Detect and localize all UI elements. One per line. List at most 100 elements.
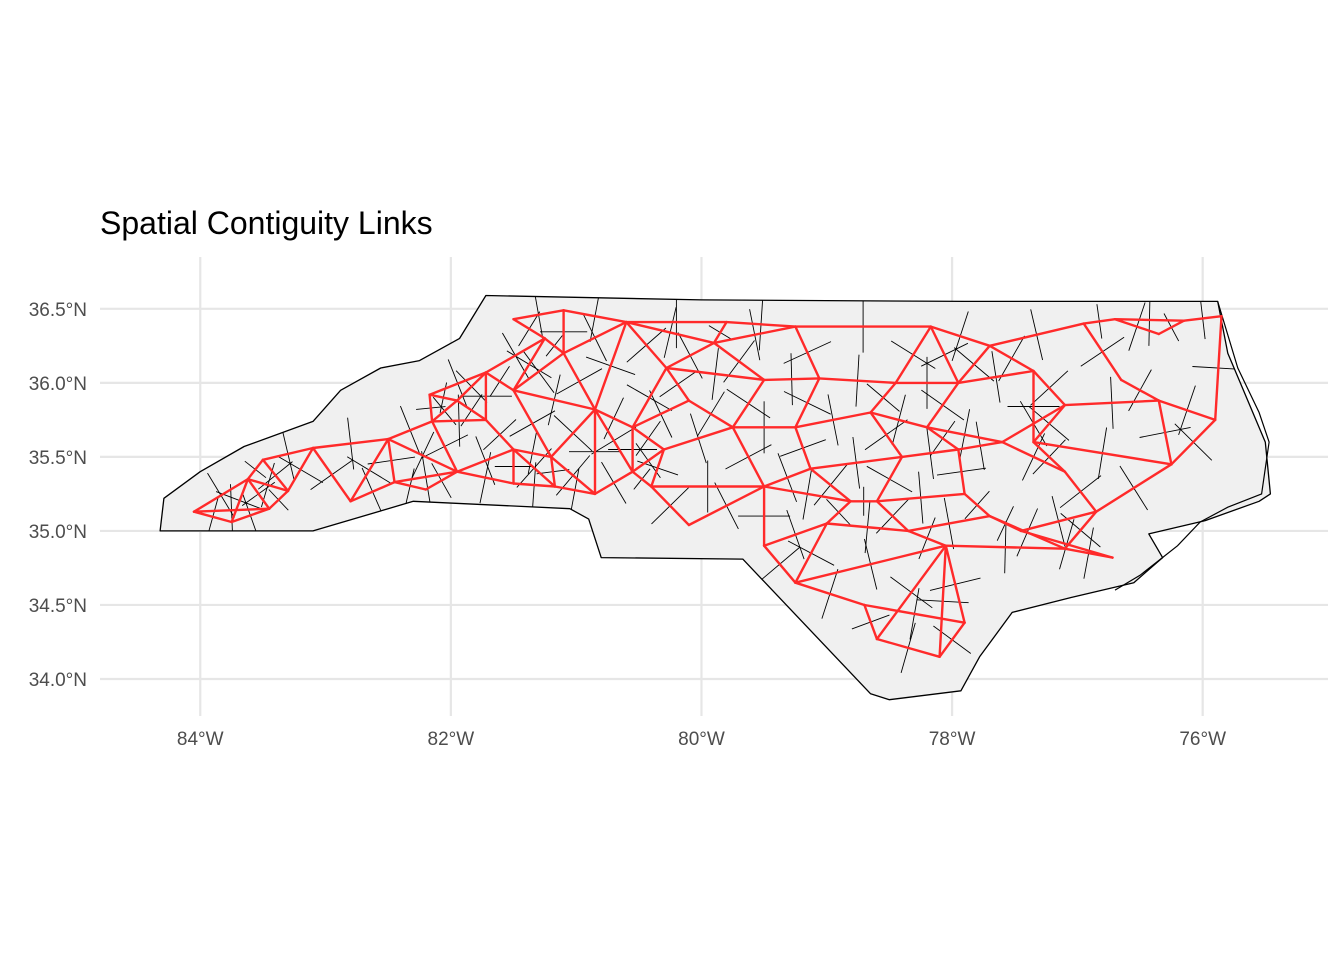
contiguity-link (311, 446, 352, 503)
contiguity-link (894, 325, 932, 385)
contiguity-link (268, 489, 290, 510)
contiguity-link (712, 325, 797, 345)
contiguity-link (349, 480, 396, 503)
contiguity-link (1032, 440, 1173, 466)
contiguity-link (430, 420, 459, 473)
contiguity-link (562, 309, 628, 324)
contiguity-link (900, 448, 960, 459)
contiguity-link (512, 482, 557, 488)
contiguity-link (246, 477, 290, 493)
contiguity-link (512, 309, 565, 321)
y-tick-label: 36.0°N (29, 374, 87, 395)
contiguity-link (1213, 315, 1223, 422)
contiguity-link (1113, 318, 1161, 336)
contiguity-link (907, 514, 991, 533)
contiguity-link (1157, 319, 1186, 336)
contiguity-link (593, 408, 634, 429)
contiguity-link (725, 320, 797, 328)
contiguity-link (957, 369, 1035, 385)
contiguity-link (428, 393, 434, 423)
contiguity-link (907, 529, 947, 547)
contiguity-link (1157, 399, 1217, 422)
contiguity-link (562, 352, 597, 411)
contiguity-link (794, 426, 812, 470)
contiguity-link (512, 337, 546, 392)
contiguity-link (925, 426, 1004, 444)
contiguity-link (1119, 378, 1161, 402)
contiguity-link (929, 325, 960, 385)
contiguity-link (631, 470, 653, 488)
contiguity-link (593, 408, 634, 473)
contiguity-link (875, 544, 947, 641)
contiguity-link (875, 637, 941, 658)
contiguity-link (731, 378, 766, 429)
contiguity-link (192, 507, 271, 513)
contiguity-link (455, 371, 488, 402)
contiguity-link (794, 411, 872, 429)
x-axis: 84°W 82°W 80°W 78°W 76°W (177, 729, 1226, 750)
y-axis: 36.5°N 36.0°N 35.5°N 35.0°N 34.5°N 34.0°N (29, 300, 87, 691)
contiguity-link (393, 480, 427, 491)
contiguity-link (1032, 403, 1067, 444)
contiguity-link (869, 381, 897, 414)
contiguity-link (925, 381, 960, 429)
contiguity-link (512, 352, 565, 392)
y-tick-label: 35.0°N (29, 522, 87, 543)
contiguity-link (944, 544, 1067, 550)
contiguity-link (631, 426, 666, 451)
contiguity-link (825, 522, 910, 533)
contiguity-link (665, 341, 716, 370)
contiguity-link (869, 411, 929, 429)
contiguity-link (957, 344, 991, 385)
x-tick-label: 82°W (428, 729, 475, 750)
contiguity-link (963, 492, 991, 518)
contiguity-link (261, 458, 290, 493)
x-tick-label: 76°W (1179, 729, 1226, 750)
x-tick-label: 84°W (177, 729, 224, 750)
contiguity-link (593, 320, 628, 411)
contiguity-link (430, 399, 459, 423)
contiguity-link (1157, 399, 1173, 466)
contiguity-link (925, 426, 960, 451)
contiguity-link (687, 399, 734, 429)
contiguity-link (549, 408, 597, 459)
contiguity-link (230, 507, 271, 524)
contiguity-link (484, 371, 515, 392)
contiguity-link (1019, 529, 1114, 559)
contiguity-link (428, 393, 459, 402)
contiguity-link (192, 477, 250, 513)
contiguity-link (549, 455, 557, 488)
contiguity-link (1113, 318, 1186, 322)
contiguity-link (794, 377, 821, 429)
contiguity-link (261, 446, 315, 461)
contiguity-link (988, 322, 1085, 347)
contiguity-link (246, 477, 271, 510)
contiguity-link (387, 437, 459, 473)
contiguity-link (1094, 463, 1173, 513)
contiguity-link (762, 377, 821, 382)
contiguity-link (387, 437, 396, 484)
contiguity-link (631, 448, 666, 473)
chart-title: Spatial Contiguity Links (100, 205, 433, 241)
contiguity-link (809, 467, 852, 503)
contiguity-link (650, 448, 666, 488)
contiguity-link (387, 420, 434, 441)
contiguity-link (562, 320, 628, 355)
contiguity-link (988, 344, 1035, 373)
contiguity-link (809, 455, 904, 470)
contiguity-link (230, 477, 250, 524)
contiguity-link (1019, 510, 1098, 533)
contiguity-link (794, 544, 947, 584)
x-tick-label: 80°W (678, 729, 725, 750)
contiguity-link (1082, 318, 1117, 325)
contiguity-link (863, 603, 966, 624)
contiguity-link (957, 440, 1004, 451)
contiguity-link (938, 544, 947, 658)
contiguity-link (553, 485, 597, 496)
contiguity-link (484, 418, 515, 451)
contiguity-link (631, 399, 691, 429)
contiguity-link (929, 325, 991, 347)
contiguity-link (1063, 399, 1161, 407)
contiguity-link (875, 500, 910, 533)
